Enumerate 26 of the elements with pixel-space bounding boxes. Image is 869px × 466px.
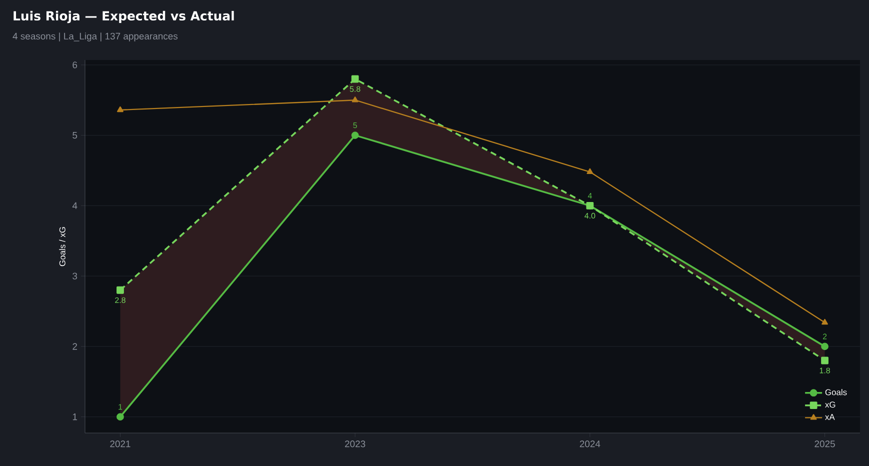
y-axis-title: Goals / xG (59, 227, 66, 266)
point (586, 168, 594, 174)
point (821, 342, 828, 350)
x-tick-label: 2025 (814, 440, 835, 448)
y-tick-label: 1 (72, 414, 78, 420)
point (116, 286, 124, 294)
x-tick-label: 2024 (580, 440, 600, 448)
point (351, 132, 359, 139)
legend-label: xA (825, 414, 835, 420)
point (822, 318, 828, 325)
y-tick-label: 3 (72, 272, 78, 280)
point (821, 356, 828, 364)
chart-title: Luis Rioja — Expected vs Actual (14, 10, 234, 24)
point (117, 106, 124, 112)
y-tick-label: 6 (72, 62, 78, 68)
point (352, 96, 358, 102)
legend-label: Goals (825, 389, 847, 396)
y-tick-label: 5 (72, 132, 78, 139)
legend-label: xG (825, 402, 836, 408)
point (116, 413, 124, 421)
y-tick-label: 4 (72, 202, 78, 209)
y-tick-label: 2 (72, 343, 78, 350)
chart-subtitle: 4 seasons | La_Liga | 137 appearances (12, 32, 178, 42)
x-tick-label: 2021 (110, 440, 130, 448)
x-tick-label: 2023 (345, 440, 366, 448)
point (351, 75, 359, 83)
